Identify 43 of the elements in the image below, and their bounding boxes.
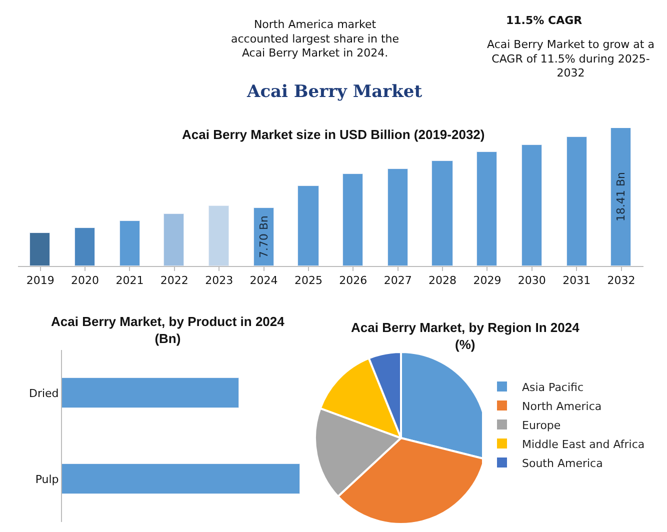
bar: [30, 232, 50, 266]
x-tick-label: 2031: [562, 274, 591, 288]
data-label: 18.41 Bn: [614, 172, 628, 222]
bar: [388, 168, 408, 266]
bar: [164, 214, 184, 266]
x-tick-label: 2028: [428, 274, 457, 288]
text: Acai Berry Market: [246, 82, 422, 102]
x-tick-label: 2030: [518, 274, 546, 288]
x-tick-label: 2024: [250, 274, 278, 288]
x-tick-label: 2023: [205, 274, 234, 288]
bar: [522, 144, 542, 266]
x-tick-label: 2019: [26, 274, 54, 288]
text: North America market accounted largest share in the Acai Berry Market in 2024.: [231, 18, 400, 60]
legend-label: South America: [522, 456, 603, 470]
y-tick-label: Pulp: [35, 472, 59, 486]
x-tick-label: 2026: [339, 274, 368, 288]
x-tick-label: 2021: [116, 274, 144, 288]
legend-label: Asia Pacific: [522, 380, 584, 394]
bar: [208, 206, 230, 266]
chart-title: Acai Berry Market, by Product in 2024 (Bn): [51, 314, 286, 346]
x-tick-label: 2022: [160, 274, 188, 288]
legend-label: Europe: [522, 418, 561, 432]
chart-title: Acai Berry Market size in USD Billion (2019-2032): [182, 127, 485, 142]
x-tick-label: 2032: [607, 274, 636, 288]
bar: [342, 174, 364, 266]
x-tick-label: 2027: [384, 274, 412, 288]
bar: [432, 160, 454, 266]
bar: [120, 220, 140, 266]
bar: [566, 136, 588, 266]
x-tick-label: 2025: [294, 274, 322, 288]
text: 11.5% CAGR: [506, 14, 583, 27]
chart-title: Acai Berry Market, by Region In 2024 (%): [351, 320, 580, 352]
bar: [610, 128, 632, 266]
bar: [476, 152, 498, 266]
legend-label: Middle East and Africa: [522, 438, 645, 451]
text: Acai Berry Market to grow at a CAGR of 11.5% during 2025- 2032: [487, 38, 654, 80]
data-label: 7.70 Bn: [257, 215, 270, 258]
y-tick-label: Dried: [28, 386, 59, 400]
legend-label: North America: [522, 400, 602, 413]
bar: [74, 228, 96, 266]
x-tick-label: 2029: [473, 274, 502, 288]
x-tick-label: 2020: [71, 274, 100, 288]
bar: [298, 186, 320, 266]
